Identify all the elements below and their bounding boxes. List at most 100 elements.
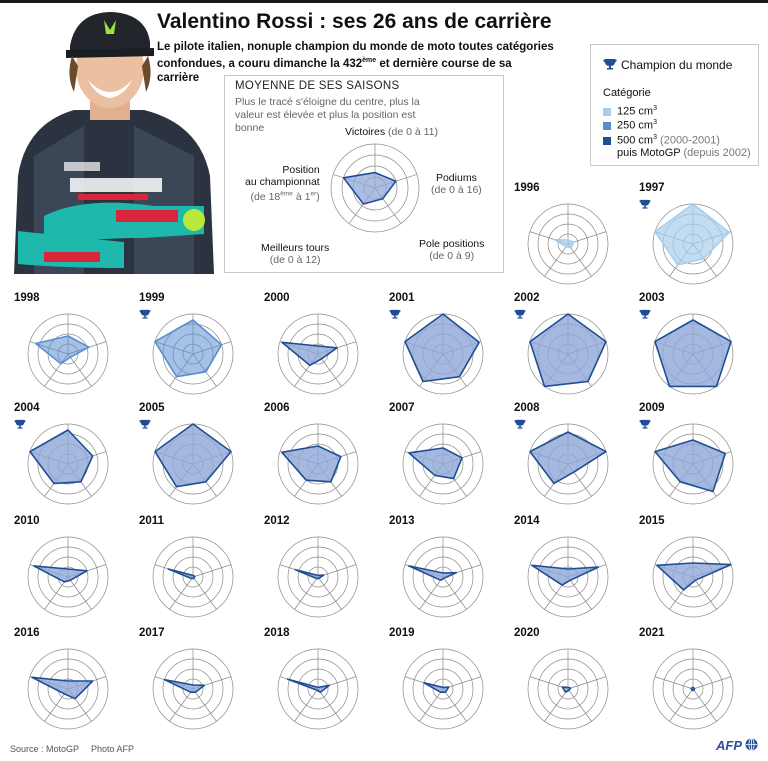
trophy-handles: [639, 420, 651, 423]
axis-label-podiums: Podiums (de 0 à 16): [431, 172, 482, 196]
season-polygon: [342, 171, 397, 205]
trophy-icon: [514, 309, 526, 319]
trophy-icon: [603, 59, 617, 70]
season-radar-1997: [652, 203, 734, 285]
season-radar-2014: [527, 536, 609, 618]
trophy-stem: [644, 205, 646, 208]
axis-label-victoires: Victoires (de 0 à 11): [345, 126, 439, 138]
trophy-base: [642, 317, 648, 319]
trophy-cup: [515, 419, 525, 426]
season-polygon: [531, 564, 600, 586]
season-polygon: [31, 676, 94, 700]
trophy-icon: [639, 199, 651, 209]
season-radar-1998: [27, 313, 109, 395]
source-note: Source : MotoGP: [10, 744, 80, 754]
season-year-label: 2005: [139, 402, 165, 414]
season-polygon: [154, 319, 223, 378]
season-radar-2021: [652, 648, 734, 730]
legend-category-title: Catégorie: [603, 87, 651, 99]
season-polygon: [690, 686, 696, 692]
season-year-label: 1998: [14, 292, 40, 304]
trophy-stem: [644, 315, 646, 318]
trophy-cup: [640, 309, 650, 316]
season-polygon: [32, 565, 88, 583]
season-radar-2007: [402, 423, 484, 505]
grid-spoke: [317, 688, 342, 722]
afp-globe-icon: [745, 738, 758, 751]
season-polygon: [167, 568, 196, 580]
season-polygon: [654, 203, 730, 266]
trophy-icon: [514, 419, 526, 429]
trophy-icon: [389, 309, 401, 319]
trophy-cup: [640, 199, 650, 206]
trophy-stem: [19, 425, 21, 428]
average-title: MOYENNE DE SES SAISONS: [235, 80, 400, 92]
season-radar-2004: [27, 423, 109, 505]
trophy-icon: [639, 309, 651, 319]
season-polygon: [529, 431, 607, 485]
trophy-cup: [515, 309, 525, 316]
season-radar-2011: [152, 536, 234, 618]
season-radar-2016: [27, 648, 109, 730]
grid-spoke: [442, 688, 467, 722]
season-radar-2015: [652, 536, 734, 618]
season-polygon: [154, 423, 232, 488]
season-radar-2020: [527, 648, 609, 730]
season-radar-2002: [527, 313, 609, 395]
legend-champion: Champion du monde: [603, 58, 732, 72]
season-radar-2019: [402, 648, 484, 730]
trophy-handles: [639, 310, 651, 313]
season-year-label: 2000: [264, 292, 290, 304]
page-subtitle: Le pilote italien, nonuple champion du m…: [157, 41, 554, 84]
season-radar-2008: [527, 423, 609, 505]
grid-spoke: [692, 576, 717, 610]
grid-spoke: [169, 576, 194, 610]
trophy-stem: [644, 425, 646, 428]
season-polygon: [654, 319, 732, 388]
season-polygon: [407, 447, 463, 480]
season-radar-2005: [152, 423, 234, 505]
season-polygon: [561, 686, 572, 694]
trophy-icon: [639, 419, 651, 429]
grid-spoke: [669, 688, 694, 722]
grid-spoke: [442, 576, 467, 610]
season-year-label: 2013: [389, 515, 415, 527]
season-year-label: 2006: [264, 402, 290, 414]
trophy-base: [17, 427, 23, 429]
season-polygon: [34, 335, 90, 365]
season-year-label: 2009: [639, 402, 665, 414]
season-year-label: 2020: [514, 627, 540, 639]
season-year-label: 2007: [389, 402, 415, 414]
season-year-label: 1996: [514, 182, 540, 194]
trophy-cup: [15, 419, 25, 426]
season-polygon: [281, 445, 342, 483]
season-radar-2003: [652, 313, 734, 395]
grid-spoke: [67, 576, 92, 610]
grid-spoke: [169, 688, 194, 722]
season-polygon: [29, 429, 94, 485]
season-radar-2001: [402, 313, 484, 395]
season-year-label: 2015: [639, 515, 665, 527]
season-year-label: 2016: [14, 627, 40, 639]
trophy-base: [517, 427, 523, 429]
grid-spoke: [567, 243, 592, 277]
season-radar-2018: [277, 648, 359, 730]
grid-spoke: [294, 576, 319, 610]
trophy-base: [142, 317, 148, 319]
trophy-cup: [390, 309, 400, 316]
legend-box: Champion du monde Catégorie 125 cm3 250 …: [590, 44, 759, 166]
trophy-handles: [389, 310, 401, 313]
season-radar-2017: [152, 648, 234, 730]
grid-spoke: [567, 576, 592, 610]
season-polygon: [654, 439, 727, 493]
season-polygon: [163, 678, 206, 694]
page-title: Valentino Rossi : ses 26 ans de carrière: [157, 10, 552, 33]
trophy-icon: [14, 419, 26, 429]
rider-photo: [4, 6, 216, 274]
photo-credit: Photo AFP: [91, 744, 135, 754]
average-box: MOYENNE DE SES SAISONS Plus le tracé s'é…: [224, 75, 504, 273]
season-year-label: 2012: [264, 515, 290, 527]
trophy-handles: [14, 420, 26, 423]
grid-spoke: [419, 576, 444, 610]
grid-spoke: [567, 688, 592, 722]
